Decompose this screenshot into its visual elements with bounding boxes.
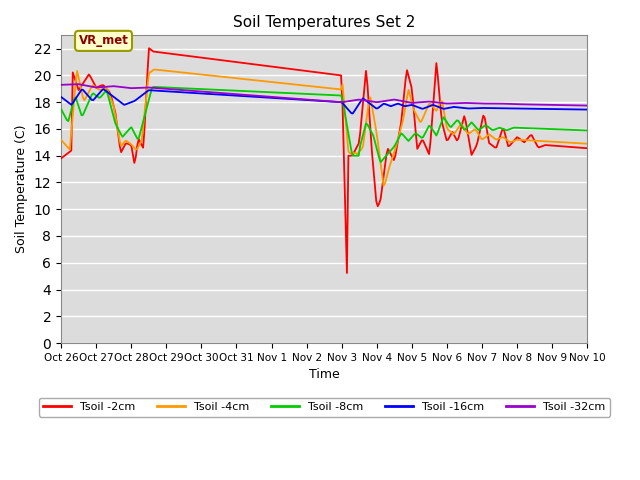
Text: VR_met: VR_met xyxy=(79,35,129,48)
Y-axis label: Soil Temperature (C): Soil Temperature (C) xyxy=(15,125,28,253)
Title: Soil Temperatures Set 2: Soil Temperatures Set 2 xyxy=(233,15,415,30)
Legend: Tsoil -2cm, Tsoil -4cm, Tsoil -8cm, Tsoil -16cm, Tsoil -32cm: Tsoil -2cm, Tsoil -4cm, Tsoil -8cm, Tsoi… xyxy=(38,398,610,417)
X-axis label: Time: Time xyxy=(309,368,340,381)
